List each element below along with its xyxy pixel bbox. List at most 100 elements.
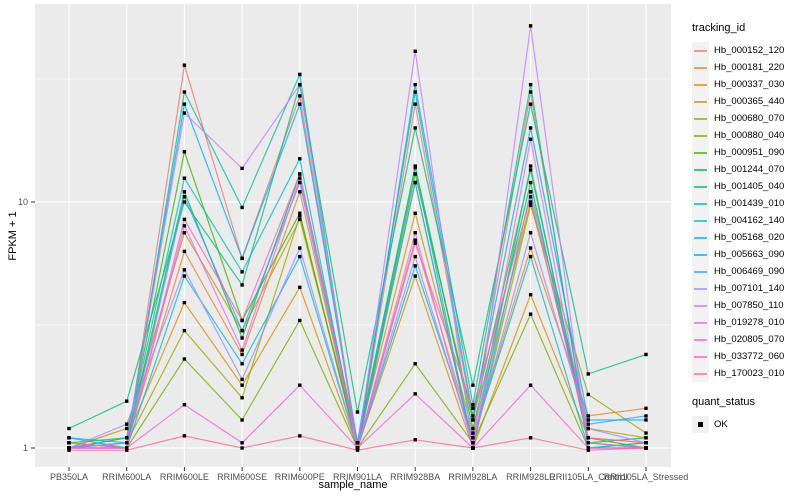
data-point — [240, 270, 244, 274]
legend-item: Hb_000680_070 — [692, 110, 798, 127]
data-point — [471, 446, 475, 450]
x-tick-label: RRIM600PE — [274, 472, 325, 482]
data-point — [298, 180, 302, 185]
y-axis-label: FPKM + 1 — [7, 211, 19, 261]
legend-key-line-icon — [694, 100, 707, 103]
legend-key-box — [692, 212, 709, 229]
data-point — [528, 137, 533, 141]
legend-key-line-icon — [694, 372, 707, 375]
data-point — [355, 441, 360, 445]
data-point — [298, 102, 302, 106]
legend-key-box — [692, 42, 709, 59]
legend-item-label: Hb_001405_040 — [714, 181, 785, 192]
data-point — [240, 256, 244, 261]
data-point — [298, 318, 302, 323]
legend-key-line-icon — [694, 185, 707, 188]
data-point — [298, 217, 302, 222]
legend-key-box — [692, 314, 709, 331]
legend-item-label: Hb_000152_120 — [714, 45, 785, 56]
legend-key-box — [692, 93, 709, 110]
data-point — [413, 211, 417, 215]
data-point — [528, 254, 533, 259]
data-point — [298, 94, 302, 98]
data-point — [182, 176, 187, 180]
legend-key-box — [692, 59, 709, 76]
data-point — [644, 441, 648, 445]
data-point — [471, 441, 475, 445]
data-point — [182, 150, 187, 154]
legend-item: Hb_020805_070 — [692, 331, 798, 348]
legend-item-label: Hb_001439_010 — [714, 198, 785, 209]
legend-item: Hb_000152_120 — [692, 42, 798, 59]
data-point — [586, 448, 590, 452]
legend-key-line-icon — [694, 236, 707, 239]
data-point — [413, 241, 417, 245]
legend-title-tracking-id: tracking_id — [692, 22, 746, 34]
data-point — [182, 274, 187, 278]
x-tick-label: RRIM600LA — [102, 472, 152, 482]
legend-item-label: Hb_005663_090 — [714, 249, 785, 260]
data-point — [240, 205, 244, 210]
data-point — [298, 172, 302, 176]
legend-key-box — [692, 348, 709, 365]
legend-key-line-icon — [694, 287, 707, 290]
data-point — [586, 372, 590, 376]
data-point — [413, 231, 417, 235]
quant-status-label: OK — [714, 419, 728, 430]
data-point — [413, 180, 417, 185]
data-point — [413, 274, 417, 278]
data-point — [471, 414, 475, 418]
legend-item: Hb_001244_070 — [692, 161, 798, 178]
square-point-icon — [698, 422, 703, 427]
data-point — [182, 249, 187, 254]
legend-key-box — [692, 161, 709, 178]
data-point — [644, 436, 648, 440]
data-point — [298, 156, 302, 161]
data-point — [182, 63, 187, 67]
legend-key-box — [692, 229, 709, 246]
legend: tracking_id Hb_000152_120 Hb_000181_220 Hb… — [692, 22, 798, 433]
data-point — [471, 426, 475, 431]
data-point — [240, 362, 244, 366]
data-point — [413, 126, 417, 130]
legend-key-line-icon — [694, 304, 707, 307]
data-point — [528, 180, 533, 185]
data-point — [182, 90, 187, 94]
legend-key-box — [692, 195, 709, 212]
data-point — [182, 300, 187, 305]
data-point — [182, 357, 187, 361]
data-point — [298, 176, 302, 180]
x-tick-label: RRII105LA_Stressed — [603, 472, 689, 482]
legend-key-box — [692, 331, 709, 348]
data-point — [644, 418, 648, 422]
legend-key-line-icon — [694, 83, 707, 86]
data-point — [471, 418, 475, 422]
panel-background — [35, 4, 671, 467]
legend-item-label: Hb_000181_220 — [714, 62, 785, 73]
data-point — [528, 292, 533, 297]
legend-item: Hb_001405_040 — [692, 178, 798, 195]
legend-key-line-icon — [694, 270, 707, 273]
legend-item: Hb_006469_090 — [692, 263, 798, 280]
data-point — [528, 200, 533, 204]
x-tick-label: RRIM928LA — [448, 472, 498, 482]
data-point — [355, 446, 360, 450]
data-point — [528, 126, 533, 130]
legend-item: Hb_007101_140 — [692, 280, 798, 297]
data-point — [240, 383, 244, 387]
data-point — [125, 448, 129, 452]
data-point — [528, 164, 533, 168]
data-point — [528, 82, 533, 87]
data-point — [528, 190, 533, 194]
data-point — [528, 383, 533, 387]
data-point — [298, 285, 302, 290]
legend-item: Hb_000337_030 — [692, 76, 798, 93]
data-point — [413, 362, 417, 366]
data-point — [182, 434, 187, 438]
data-point — [182, 402, 187, 407]
legend-key-line-icon — [694, 219, 707, 222]
x-tick-label: PB350LA — [49, 472, 89, 482]
data-point — [182, 268, 187, 272]
legend-key-box — [692, 110, 709, 127]
legend-key-line-icon — [694, 134, 707, 137]
